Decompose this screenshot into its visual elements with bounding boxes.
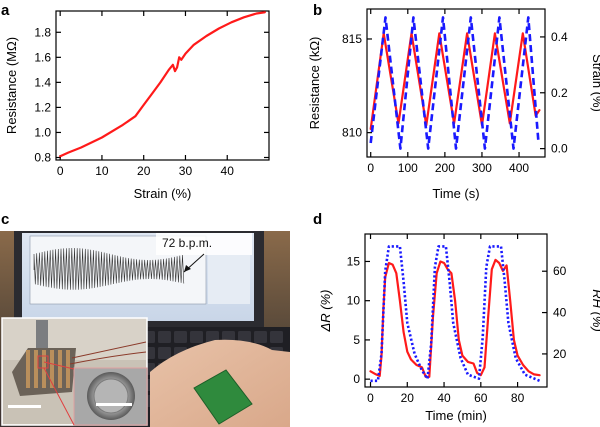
x-tick-label: 20	[137, 164, 151, 178]
key	[190, 331, 203, 343]
y-right-tick-label: 0.2	[551, 86, 568, 100]
y-tick-label: 1.8	[34, 25, 51, 39]
series-resistance-line	[59, 11, 266, 158]
plot-frame	[364, 233, 548, 388]
y-tick-label: 15	[347, 254, 361, 268]
y-tick-label: 0.8	[34, 150, 51, 164]
y-axis-title: ΔR (%)	[318, 290, 333, 333]
chart-d: 0 20 40 60 80 0 5 10 15 20 40 60 Time (min) ΔR (%) RH …	[318, 233, 600, 423]
y-tick-label: 1.4	[34, 75, 51, 89]
sensor-patch	[193, 369, 253, 425]
series-strain-line	[369, 16, 540, 150]
y-tick-label: 815	[342, 32, 362, 46]
x-tick-label: 400	[509, 161, 529, 175]
electrode-stripe	[34, 350, 38, 388]
zoom-box	[37, 355, 49, 369]
x-axis-title: Time (s)	[432, 186, 479, 201]
y-axis-title: Resistance (kΩ)	[307, 37, 322, 130]
x-axis-title: Time (min)	[425, 408, 487, 423]
electrode-stripe	[50, 350, 54, 388]
zoom-line-2	[43, 367, 75, 426]
y-right-tick-label: 60	[553, 264, 567, 278]
plot-frame	[366, 8, 546, 158]
key	[158, 331, 171, 343]
y-tick-label: 0	[353, 372, 360, 386]
x-tick-label: 100	[398, 161, 418, 175]
x-tick-label: 0	[367, 161, 374, 175]
y-tick-label: 1.6	[34, 50, 51, 64]
y-right-tick-label: 40	[553, 306, 567, 320]
y-tick-label: 10	[347, 294, 361, 308]
x-tick-label: 20	[401, 391, 415, 405]
device-clamp	[36, 320, 48, 350]
y-right-axis-title: RH (%)	[590, 289, 600, 332]
y-right-tick-label: 0.4	[551, 30, 568, 44]
y-tick-label: 810	[342, 126, 362, 140]
x-tick-label: 10	[95, 164, 109, 178]
scale-bar-2	[96, 403, 132, 406]
y-right-tick-label: 20	[553, 347, 567, 361]
x-axis-title: Strain (%)	[134, 186, 192, 201]
x-tick-label: 0	[57, 164, 64, 178]
y-tick-label: 1.2	[34, 100, 51, 114]
x-tick-label: 30	[179, 164, 193, 178]
key	[158, 347, 171, 359]
x-tick-label: 0	[367, 391, 374, 405]
x-tick-label: 60	[474, 391, 488, 405]
y-right-axis-title: Strain (%)	[590, 54, 600, 112]
y-tick-label: 5	[353, 333, 360, 347]
x-tick-label: 40	[221, 164, 235, 178]
plot-frame	[55, 10, 270, 161]
series-rh-line	[370, 245, 541, 383]
key	[174, 331, 187, 343]
pulse-waveform	[33, 247, 185, 290]
x-tick-label: 40	[437, 391, 451, 405]
zoom-line-1	[43, 361, 75, 370]
x-tick-label: 80	[511, 391, 525, 405]
annotation-arrowhead	[184, 265, 191, 272]
panel-c-label: c	[1, 211, 9, 228]
wires	[69, 341, 147, 365]
y-right-tick-label: 0.0	[551, 142, 568, 156]
panel-b-label: b	[313, 2, 322, 19]
key	[238, 331, 251, 343]
electrode-stripe	[26, 350, 30, 388]
panel-c-photo: 72 b.p.m.	[0, 231, 290, 427]
x-tick-label: 300	[472, 161, 492, 175]
electrode-stripe	[66, 350, 70, 388]
key	[254, 331, 267, 343]
series-r-line	[369, 258, 541, 378]
chart-b: 0 100 200 300 400 810 815 0.0 0.2 0.4 Time (s) Resi…	[307, 8, 600, 201]
chart-a: 0 10 20 30 40 0.8 1.0 1.2 1.4 1.6 1.8 Strain (%) Res…	[4, 10, 270, 201]
annotation-bg	[156, 233, 252, 255]
key	[270, 331, 283, 343]
panel-d-label: d	[313, 211, 322, 228]
x-tick-label: 200	[435, 161, 455, 175]
electrode-stripe	[58, 350, 62, 388]
bpm-annotation: 72 b.p.m.	[162, 236, 212, 250]
y-tick-label: 1.0	[34, 125, 51, 139]
y-axis-title: Resistance (MΩ)	[4, 37, 19, 134]
scale-bar-1	[8, 405, 41, 408]
panel-a-label: a	[1, 2, 10, 19]
series-resistance-line	[369, 32, 541, 130]
membrane-inner	[93, 378, 129, 414]
